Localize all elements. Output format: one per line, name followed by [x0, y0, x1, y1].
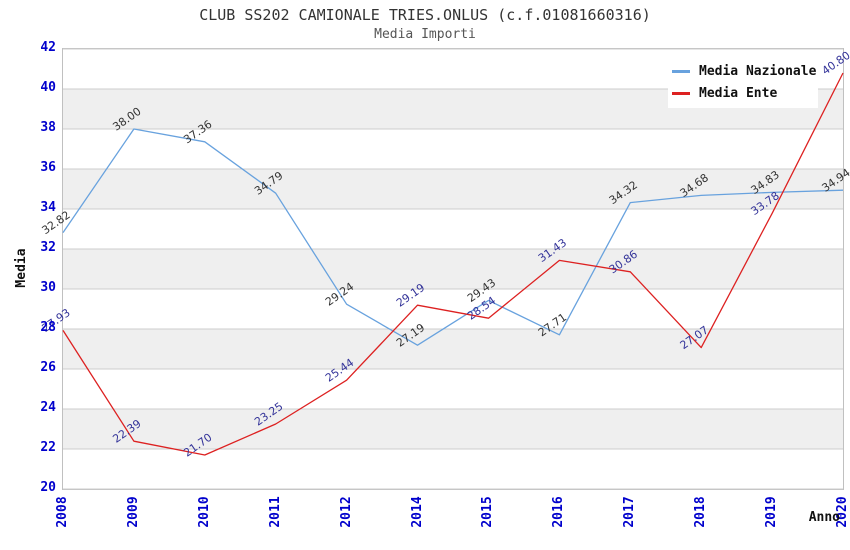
x-tick-label: 2018 — [693, 496, 709, 528]
x-tick-label: 2008 — [55, 496, 70, 528]
grid-band — [63, 249, 843, 289]
grid-band — [63, 369, 843, 409]
legend-label: Media Ente — [699, 85, 778, 101]
x-tick-label: 2017 — [622, 496, 638, 528]
y-tick-label: 42 — [40, 40, 56, 55]
y-tick-label: 26 — [40, 360, 56, 375]
x-tick-label: 2014 — [409, 496, 425, 528]
x-tick-label: 2019 — [764, 496, 780, 528]
legend: Media Nazionale Media Ente — [668, 56, 818, 108]
grid-band — [63, 409, 843, 449]
y-tick-label: 38 — [40, 120, 56, 135]
x-tick-label: 2010 — [196, 496, 212, 528]
y-tick-label: 34 — [40, 200, 56, 215]
x-tick-label: 2009 — [125, 496, 141, 528]
legend-item-media-nazionale: Media Nazionale — [672, 60, 818, 82]
legend-item-media-ente: Media Ente — [672, 82, 818, 104]
plot-area: 32.82 38.00 37.36 34.79 29.24 27.19 29.43 27.71… — [39, 48, 850, 490]
y-tick-label: 32 — [40, 240, 56, 255]
x-tick-label: 2012 — [338, 496, 354, 528]
y-tick-label: 28 — [40, 320, 56, 335]
chart-subtitle: Media Importi — [374, 27, 476, 42]
y-tick-label: 40 — [40, 80, 56, 95]
grid-band — [63, 129, 843, 169]
grid-band — [63, 169, 843, 209]
grid-band — [63, 329, 843, 369]
y-tick-label: 20 — [40, 480, 56, 495]
y-tick-label: 36 — [40, 160, 56, 175]
line-swatch-icon — [672, 69, 690, 73]
grid-band — [63, 209, 843, 249]
legend-label: Media Nazionale — [699, 63, 817, 79]
x-tick-label: 2011 — [267, 496, 283, 528]
x-axis-title: Anno — [808, 510, 840, 525]
y-tick-label: 30 — [40, 280, 56, 295]
y-tick-label: 22 — [40, 440, 56, 455]
line-swatch-icon — [672, 91, 690, 95]
y-tick-label: 24 — [40, 400, 56, 415]
chart-title: CLUB SS202 CAMIONALE TRIES.ONLUS (c.f.01… — [199, 6, 651, 24]
x-tick-label: 2015 — [480, 496, 496, 528]
y-axis-title: Media — [14, 248, 29, 288]
x-tick-label: 2016 — [551, 496, 567, 528]
grid-band — [63, 449, 843, 489]
series-line-media-nazionale — [62, 128, 844, 346]
series-line-media-ente — [62, 72, 844, 456]
